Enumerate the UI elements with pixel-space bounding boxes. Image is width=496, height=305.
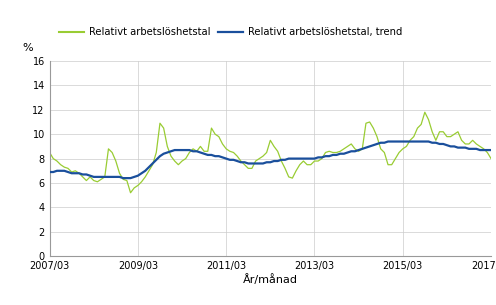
Y-axis label: %: % bbox=[22, 43, 33, 53]
X-axis label: År/månad: År/månad bbox=[243, 274, 298, 285]
Legend: Relativt arbetslöshetstal, Relativt arbetslöshetstal, trend: Relativt arbetslöshetstal, Relativt arbe… bbox=[55, 23, 407, 41]
